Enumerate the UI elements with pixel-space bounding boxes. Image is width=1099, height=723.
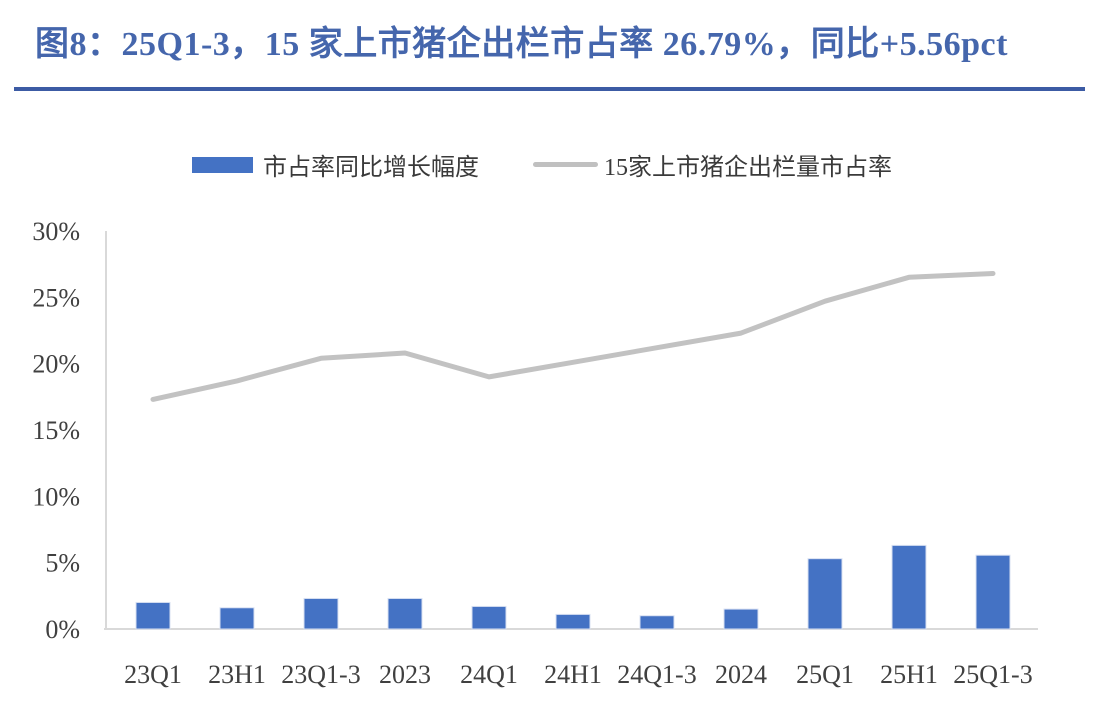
bar-series-swatch	[192, 156, 253, 173]
x-axis-label: 2024	[715, 660, 767, 689]
y-tick-label: 15%	[32, 416, 80, 445]
bar-24H1	[555, 613, 591, 630]
line-series-label: 15家上市猪企出栏量市占率	[604, 155, 892, 181]
bar-25Q1-3	[975, 554, 1011, 630]
x-axis-label: 23Q1-3	[281, 660, 360, 689]
bar-24Q1	[471, 605, 507, 630]
legend-item-bar-series: 市占率同比增长幅度	[192, 147, 479, 182]
line-series	[150, 271, 996, 402]
x-axis-label: 2023	[379, 660, 431, 689]
x-axis-label: 24Q1-3	[617, 660, 696, 689]
y-tick-label: 25%	[32, 283, 80, 312]
legend-item-line-series: 15家上市猪企出栏量市占率	[533, 147, 892, 182]
bar-23Q1	[135, 601, 171, 630]
bar-23H1	[219, 607, 255, 630]
bar-25Q1	[807, 558, 843, 630]
bar-24Q1-3	[639, 615, 675, 630]
y-tick-label: 0%	[45, 615, 80, 644]
bar-2024	[723, 608, 759, 630]
bar-2023	[387, 597, 423, 630]
bar-series	[135, 544, 1011, 630]
chart-legend: 市占率同比增长幅度 15家上市猪企出栏量市占率	[192, 147, 892, 182]
x-axis-labels: 23Q1 23H1 23Q1-3 2023 24Q1 24H1 24Q1-3 2024 25Q1…	[124, 660, 1033, 689]
bar-25H1	[891, 544, 927, 630]
figure-title: 图8：25Q1-3，15 家上市猪企出栏市占率 26.79%，同比+5.56pc…	[35, 26, 1008, 63]
y-axis-labels: 0% 5% 10% 15% 20% 25% 30%	[32, 217, 80, 644]
bar-series-label: 市占率同比增长幅度	[263, 155, 479, 181]
x-axis-label: 24H1	[544, 660, 602, 689]
bar-23Q1-3	[303, 597, 339, 630]
y-tick-label: 10%	[32, 482, 80, 511]
x-axis-label: 25Q1	[796, 660, 854, 689]
x-axis-label: 24Q1	[460, 660, 518, 689]
y-tick-label: 5%	[45, 549, 80, 578]
x-axis-label: 25H1	[880, 660, 938, 689]
x-axis-label: 23Q1	[124, 660, 182, 689]
title-divider	[14, 87, 1085, 91]
x-axis-label: 25Q1-3	[953, 660, 1032, 689]
x-axis-label: 23H1	[208, 660, 266, 689]
market-share-line	[150, 271, 996, 402]
y-tick-label: 30%	[32, 217, 80, 246]
line-series-swatch	[533, 162, 598, 167]
y-tick-label: 20%	[32, 350, 80, 379]
